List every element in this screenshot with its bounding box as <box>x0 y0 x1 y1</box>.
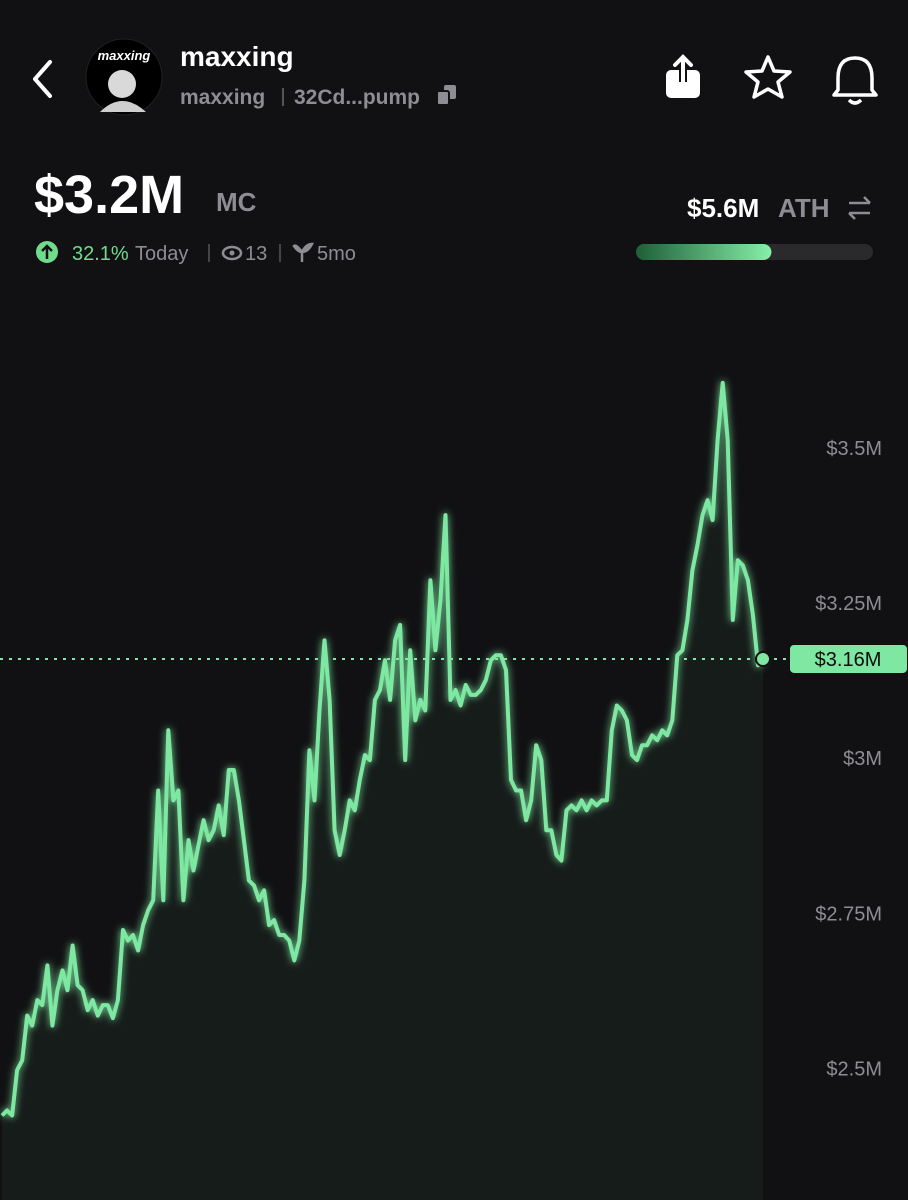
change-period: Today <box>135 243 188 265</box>
notify-button[interactable] <box>832 56 878 105</box>
area <box>2 382 763 1200</box>
watchers: 13 <box>245 243 267 265</box>
change-arrow <box>41 244 53 259</box>
eye-icon <box>221 245 243 261</box>
market-cap: $3.2M <box>34 165 184 225</box>
copy-icon[interactable] <box>436 85 456 106</box>
current-price-label: $3.16M <box>815 649 882 671</box>
change-percent: 32.1% <box>72 243 129 265</box>
end-point <box>755 650 771 667</box>
share-button[interactable] <box>666 50 700 98</box>
token-address[interactable]: 32Cd...pump <box>294 86 420 109</box>
ath-unit: ATH <box>778 193 830 223</box>
y-tick-label: $2.5M <box>826 1058 882 1080</box>
y-tick-label: $3.25M <box>815 593 882 615</box>
y-tick-label: $3.5M <box>826 438 882 460</box>
ath-progress-fill <box>636 244 772 260</box>
favorite-button[interactable] <box>744 55 792 99</box>
avatar: maxxing <box>85 38 163 116</box>
current-price-badge <box>790 644 907 673</box>
line <box>0 380 765 1118</box>
avatar-text: maxxing <box>98 48 151 63</box>
back-button[interactable] <box>33 60 52 98</box>
chart: $2.5M $2.75M $3M $3.25M $3.5M $3.16M <box>0 380 907 1200</box>
y-tick-label: $3M <box>843 748 882 770</box>
y-tick-label: $2.75M <box>815 903 882 925</box>
age: 5mo <box>317 243 356 265</box>
ath-value: $5.6M <box>687 193 759 223</box>
age-icon <box>292 242 315 262</box>
swap-icon[interactable] <box>848 196 871 220</box>
market-cap-unit: MC <box>216 187 257 217</box>
token-name: maxxing <box>180 41 294 72</box>
token-ticker: maxxing <box>180 86 265 109</box>
